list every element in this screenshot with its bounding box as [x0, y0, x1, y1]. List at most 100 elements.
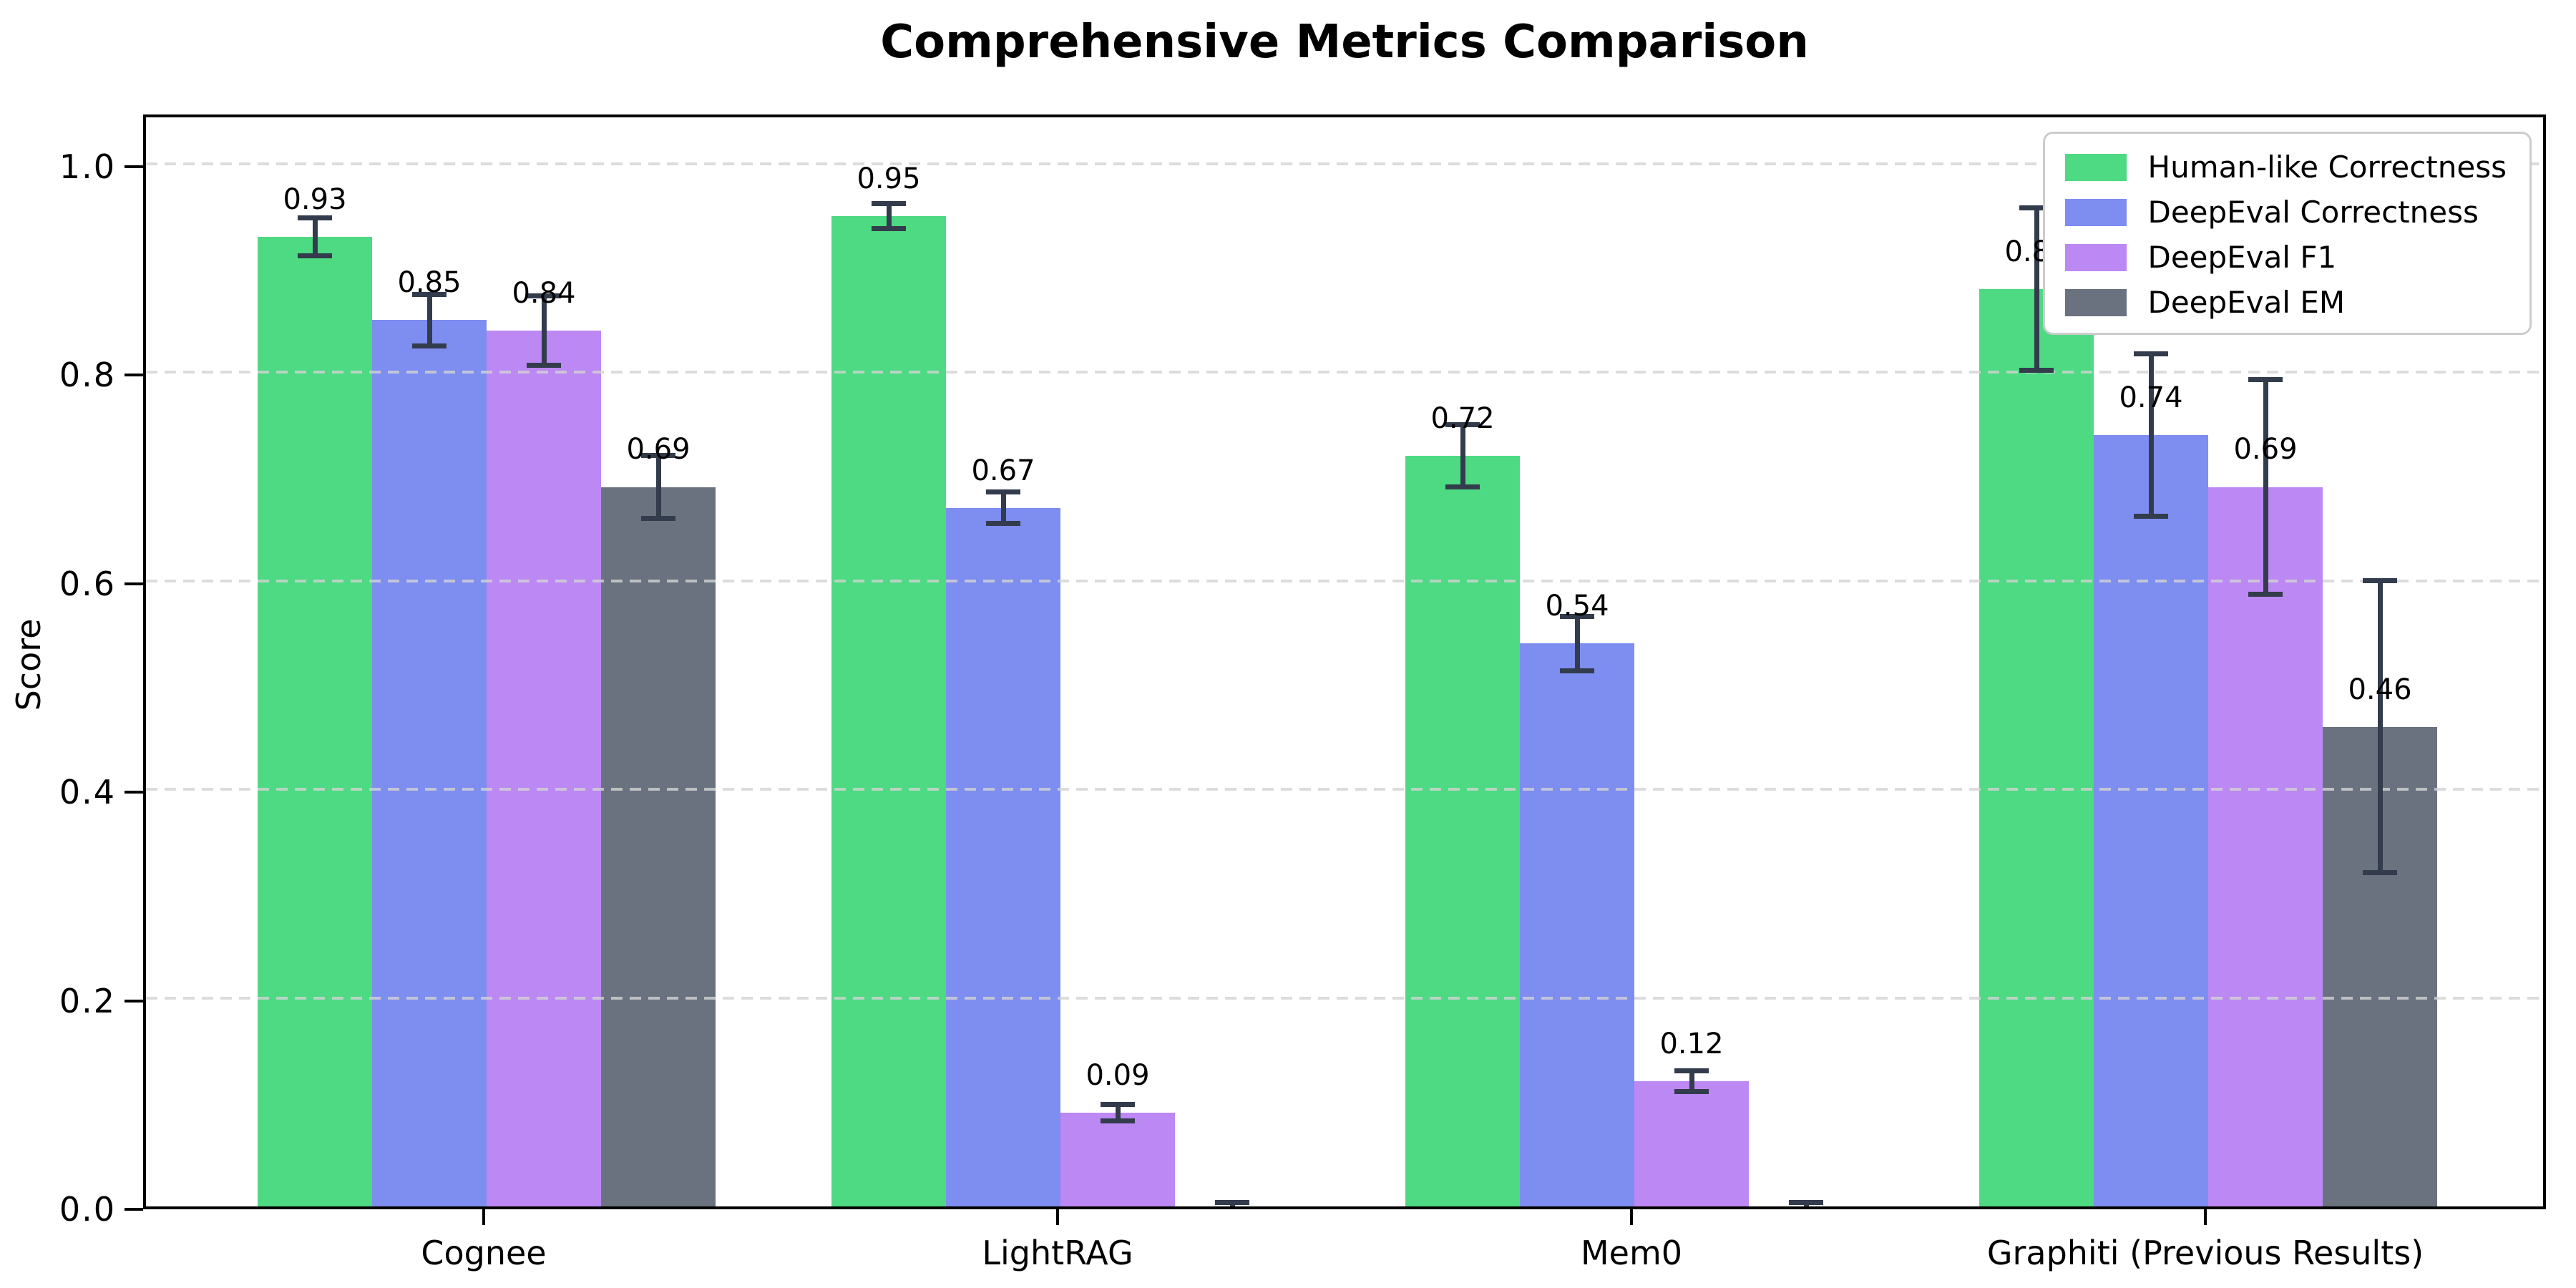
error-bar-cap-bottom [2363, 870, 2397, 876]
legend-swatch [2064, 243, 2127, 271]
error-bar-cap-bottom [1560, 668, 1594, 673]
x-tick-label: Mem0 [1580, 1234, 1683, 1272]
x-tick-mark [1630, 1209, 1633, 1225]
error-bar [655, 455, 661, 519]
bar [831, 215, 946, 1206]
bar-value-label: 0.67 [971, 454, 1035, 487]
legend-label: Human-like Correctness [2147, 150, 2507, 185]
y-tick-label: 0.0 [59, 1190, 116, 1229]
error-bar-cap-top [527, 293, 561, 299]
error-bar [426, 294, 432, 346]
bar-value-label: 0.72 [1430, 401, 1495, 435]
error-bar-cap-bottom [2019, 367, 2054, 373]
bar-value-label: 0.69 [626, 433, 691, 467]
error-bar-cap-bottom [641, 515, 675, 521]
error-bar-cap-bottom [298, 253, 332, 258]
bar [1634, 1081, 1749, 1206]
error-bar-cap-top [1674, 1068, 1709, 1074]
error-bar [1000, 492, 1006, 524]
error-bar-cap-top [2363, 578, 2397, 584]
error-bar-cap-top [872, 200, 906, 206]
y-tick-label: 0.8 [59, 356, 116, 395]
bar [372, 320, 487, 1206]
bar-value-label: 0.69 [2233, 433, 2298, 467]
error-bar-cap-bottom [1789, 1208, 1823, 1209]
chart-title: Comprehensive Metrics Comparison [880, 16, 1809, 69]
bar [2094, 434, 2208, 1206]
gridline [146, 371, 2543, 374]
error-bar-cap-bottom [1445, 484, 1480, 490]
x-tick-label: LightRAG [982, 1234, 1133, 1272]
error-bar-cap-top [2019, 205, 2054, 210]
error-bar-cap-bottom [1215, 1208, 1249, 1209]
bar-value-label: 0.09 [1085, 1058, 1150, 1092]
legend: Human-like Correctness DeepEval Correctne… [2042, 132, 2532, 335]
x-tick-mark [2204, 1209, 2207, 1225]
bar [258, 236, 372, 1206]
error-bar-cap-top [1215, 1199, 1249, 1205]
bar [2208, 487, 2323, 1206]
y-tick-label: 1.0 [59, 147, 116, 186]
error-bar-cap-top [641, 453, 675, 459]
error-bar-cap-bottom [872, 225, 906, 231]
error-bar [2263, 379, 2268, 595]
error-bar [541, 296, 547, 366]
error-bar-cap-top [1560, 613, 1594, 619]
error-bar [1115, 1104, 1121, 1121]
error-bar-cap-top [1101, 1101, 1135, 1107]
gridline [146, 162, 2543, 165]
y-tick-mark [125, 582, 143, 585]
y-tick-label: 0.6 [59, 564, 116, 603]
gridline [146, 788, 2543, 791]
x-tick-label: Cognee [421, 1234, 547, 1272]
bar-value-label: 0.93 [283, 182, 347, 216]
error-bar-cap-top [986, 489, 1020, 495]
y-tick-mark [125, 791, 143, 794]
error-bar [2034, 208, 2039, 371]
x-tick-mark [482, 1209, 485, 1225]
error-bar-cap-top [1445, 421, 1480, 427]
x-tick-mark [1056, 1209, 1059, 1225]
error-bar-cap-bottom [1674, 1089, 1709, 1095]
bar-value-label: 0.85 [397, 266, 462, 300]
bar [487, 331, 601, 1206]
legend-swatch [2064, 288, 2127, 316]
bar-value-label: 0.12 [1659, 1028, 1724, 1060]
gridline [146, 579, 2543, 582]
error-bar [312, 218, 318, 256]
bar [1405, 455, 1520, 1206]
error-bar-cap-bottom [986, 521, 1020, 527]
legend-label: DeepEval F1 [2147, 240, 2337, 275]
gridline [146, 996, 2543, 1000]
error-bar [1689, 1070, 1694, 1092]
legend-label: DeepEval EM [2147, 285, 2346, 320]
legend-swatch [2064, 198, 2127, 226]
error-bar-cap-top [412, 291, 447, 297]
bar [601, 487, 716, 1206]
bar-value-label: 0.54 [1545, 590, 1609, 623]
error-bar-cap-bottom [2134, 513, 2168, 519]
error-bar [2377, 580, 2383, 873]
error-bar-cap-top [2134, 351, 2168, 356]
bar [1520, 643, 1634, 1206]
error-bar [886, 203, 892, 229]
legend-item: DeepEval Correctness [2064, 195, 2507, 230]
error-bar [2148, 353, 2154, 517]
error-bar-cap-top [2248, 377, 2283, 382]
bar-value-label: 0.84 [512, 276, 576, 310]
legend-swatch [2064, 153, 2127, 181]
error-bar-cap-bottom [2248, 592, 2283, 597]
error-bar [1574, 616, 1580, 671]
y-tick-mark [125, 999, 143, 1002]
y-tick-label: 0.4 [59, 773, 116, 812]
legend-item: DeepEval EM [2064, 285, 2507, 320]
legend-item: DeepEval F1 [2064, 240, 2507, 275]
error-bar-cap-bottom [527, 362, 561, 368]
y-tick-label: 0.2 [59, 981, 116, 1020]
y-tick-mark [125, 1208, 143, 1211]
bar [946, 507, 1060, 1206]
error-bar [1460, 424, 1465, 487]
error-bar-cap-bottom [1101, 1118, 1135, 1124]
bar-value-label: 0.95 [857, 162, 921, 195]
